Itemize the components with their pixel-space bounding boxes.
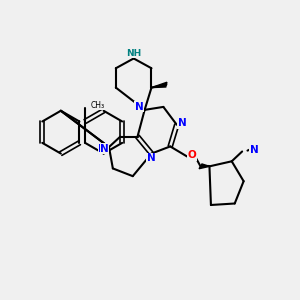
- Text: N: N: [178, 118, 187, 128]
- Text: CH₃: CH₃: [91, 100, 105, 109]
- Text: N: N: [146, 153, 155, 163]
- Polygon shape: [199, 164, 209, 169]
- Text: N: N: [135, 102, 144, 112]
- Text: N: N: [250, 145, 258, 155]
- Text: NH: NH: [126, 49, 141, 58]
- Polygon shape: [152, 82, 167, 88]
- Text: N: N: [98, 143, 107, 154]
- Text: O: O: [187, 150, 196, 160]
- Text: N: N: [100, 143, 109, 154]
